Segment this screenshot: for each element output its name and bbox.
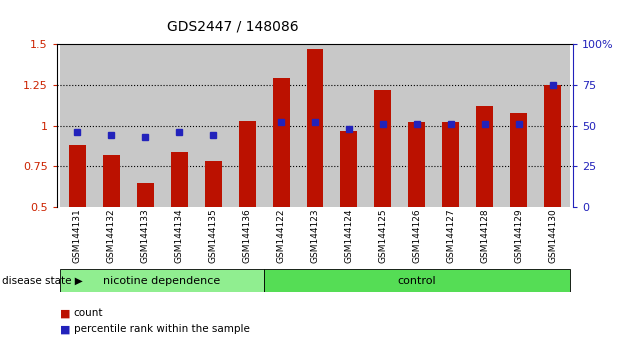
Bar	[128, 44, 162, 207]
Text: ■: ■	[60, 308, 71, 318]
Bar	[205, 161, 222, 207]
Bar	[60, 269, 264, 292]
Bar	[137, 183, 154, 207]
Text: control: control	[398, 275, 436, 286]
Bar	[408, 122, 425, 207]
Bar	[103, 155, 120, 207]
Text: GDS2447 / 148086: GDS2447 / 148086	[168, 19, 299, 34]
Bar	[298, 44, 332, 207]
Bar	[273, 79, 290, 207]
Bar	[544, 85, 561, 207]
Bar	[239, 121, 256, 207]
Bar	[162, 44, 196, 207]
Bar	[230, 44, 264, 207]
Bar	[264, 44, 298, 207]
Bar	[332, 44, 366, 207]
Text: count: count	[74, 308, 103, 318]
Bar	[340, 131, 357, 207]
Bar	[94, 44, 128, 207]
Bar	[502, 44, 536, 207]
Bar	[69, 145, 86, 207]
Text: percentile rank within the sample: percentile rank within the sample	[74, 324, 249, 334]
Text: nicotine dependence: nicotine dependence	[103, 275, 220, 286]
Bar	[264, 269, 570, 292]
Bar	[442, 122, 459, 207]
Bar	[366, 44, 400, 207]
Bar	[307, 49, 323, 207]
Bar	[171, 152, 188, 207]
Bar	[196, 44, 230, 207]
Bar	[434, 44, 468, 207]
Bar	[60, 44, 94, 207]
Bar	[510, 113, 527, 207]
Bar	[536, 44, 570, 207]
Bar	[468, 44, 502, 207]
Text: ■: ■	[60, 324, 71, 334]
Bar	[400, 44, 434, 207]
Bar	[374, 90, 391, 207]
Text: disease state ▶: disease state ▶	[2, 275, 83, 286]
Bar	[476, 106, 493, 207]
